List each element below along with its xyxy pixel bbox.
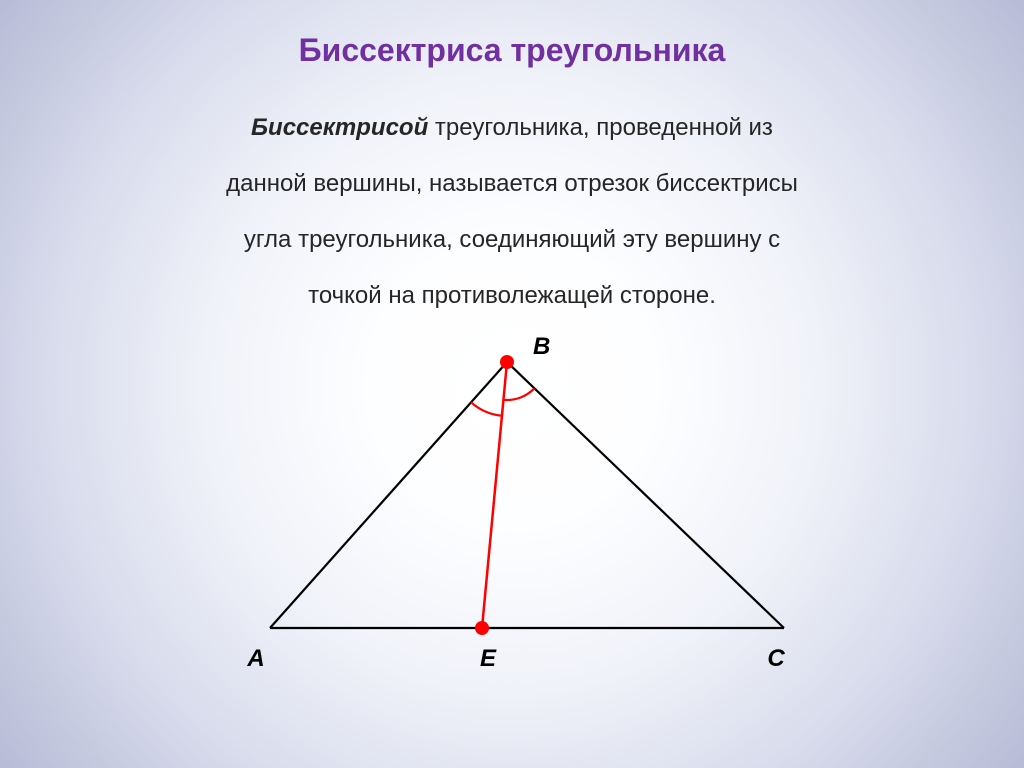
angle-arc-left [471,402,502,415]
angle-arc-right [503,388,534,400]
label-a: A [246,645,264,672]
label-c: C [767,645,785,672]
point-e [475,621,489,635]
side-bc [507,362,784,628]
slide: Биссектриса треугольника Биссектрисой тр… [0,0,1024,768]
bisector-be [482,362,507,628]
point-b [500,355,514,369]
label-b: B [533,333,550,360]
triangle-diagram: A B C E [0,0,1024,768]
label-e: E [480,645,497,672]
